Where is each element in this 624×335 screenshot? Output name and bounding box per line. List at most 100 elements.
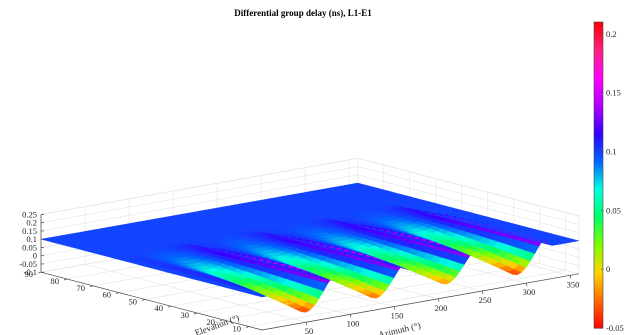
colorbar-segment	[594, 269, 603, 273]
colorbar-segment	[594, 50, 603, 54]
colorbar-segment	[594, 32, 603, 36]
colorbar-segment	[594, 325, 603, 329]
z-tick-label: 0.15	[22, 226, 37, 236]
colorbar-segment	[594, 118, 603, 123]
surface-layer	[40, 182, 579, 313]
colorbar-segment	[594, 42, 603, 46]
colorbar-segment	[594, 215, 603, 219]
colorbar-segment	[594, 192, 603, 196]
colorbar-segment	[594, 190, 603, 194]
colorbar-segment	[594, 108, 603, 112]
colorbar-segment	[594, 203, 603, 207]
z-tick-label: -0.05	[19, 259, 37, 269]
colorbar-segment	[594, 236, 603, 240]
elevation-tick-label: 90	[25, 269, 34, 279]
colorbar-segment	[594, 73, 603, 77]
colorbar-segment	[594, 302, 603, 306]
colorbar-segment	[594, 205, 603, 209]
colorbar-segment	[594, 277, 603, 281]
z-tick-label: 0.1	[26, 234, 37, 244]
elevation-tick-mark	[89, 285, 94, 288]
colorbar-segment	[594, 126, 603, 130]
colorbar-segment	[594, 90, 603, 94]
colorbar-frame	[593, 21, 604, 329]
colorbar-segment	[594, 24, 603, 28]
elevation-tick-mark	[141, 299, 146, 301]
colorbar-segment	[594, 55, 603, 59]
colorbar-segment	[594, 106, 603, 110]
colorbar-segment	[594, 195, 603, 199]
colorbar-segment	[594, 83, 603, 87]
elevation-axis-line	[40, 271, 263, 331]
colorbar-segment	[594, 159, 603, 163]
colorbar-segment	[594, 149, 603, 153]
colorbar-segment	[594, 57, 603, 61]
colorbar-segment	[594, 297, 603, 301]
colorbar-segment	[594, 22, 603, 26]
azimuth-tick-label: 300	[523, 287, 536, 297]
colorbar-segment	[594, 164, 603, 168]
elevation-tick-label: 10	[233, 324, 242, 334]
colorbar-segment	[594, 208, 603, 212]
colorbar-segment	[594, 233, 603, 237]
colorbar-segment	[594, 67, 603, 72]
colorbar-segment	[594, 134, 603, 138]
azimuth-tick-mark	[393, 306, 396, 310]
colorbar-segment	[594, 187, 603, 191]
colorbar-tick-label: -0.05	[606, 323, 624, 333]
azimuth-tick-mark	[349, 314, 352, 318]
colorbar-segment	[594, 241, 603, 245]
colorbar-tick-label: 0.05	[606, 205, 621, 215]
colorbar-segment	[594, 78, 603, 82]
colorbar-segment	[594, 93, 603, 97]
colorbar-segment	[594, 284, 603, 288]
surface-patch	[566, 238, 579, 242]
colorbar-segment	[594, 238, 603, 242]
colorbar-segment	[594, 218, 603, 222]
elevation-tick-mark	[193, 312, 198, 315]
colorbar-segment	[594, 264, 603, 268]
colorbar-segment	[594, 228, 603, 232]
colorbar-segment	[594, 116, 603, 120]
colorbar-segment	[594, 294, 603, 298]
colorbar-segment	[594, 144, 603, 148]
colorbar-segment	[594, 226, 603, 230]
azimuth-tick-label: 100	[347, 318, 360, 328]
azimuth-tick-label: 250	[479, 295, 492, 305]
azimuth-tick-mark	[305, 322, 308, 326]
colorbar-segment	[594, 47, 603, 51]
colorbar-segment	[594, 312, 603, 316]
colorbar-segment	[594, 129, 603, 133]
colorbar-segment	[594, 320, 603, 324]
elevation-tick-mark	[219, 319, 224, 322]
colorbar-segment	[594, 44, 603, 49]
elevation-tick-label: 30	[181, 310, 190, 320]
colorbar-segment	[594, 274, 603, 278]
colorbar-segment	[594, 146, 603, 151]
colorbar-segment	[594, 169, 603, 174]
colorbar-tick-label: 0.15	[606, 88, 621, 98]
colorbar-segment	[594, 124, 603, 128]
colorbar-segment	[594, 62, 603, 66]
colorbar-segment	[594, 317, 603, 321]
colorbar-segment	[594, 157, 603, 161]
elevation-tick-mark	[37, 271, 42, 274]
colorbar-segment	[594, 220, 603, 225]
colorbar-segment	[594, 121, 603, 125]
colorbar-segment	[594, 299, 603, 304]
colorbar-segment	[594, 310, 603, 314]
z-tick-label: -0.1	[24, 267, 37, 277]
colorbar-segment	[594, 88, 603, 92]
azimuth-tick-label: 150	[391, 311, 404, 321]
colorbar-segment	[594, 131, 603, 135]
elevation-tick-label: 60	[103, 290, 112, 300]
colorbar-segment	[594, 111, 603, 115]
elevation-tick-mark	[115, 292, 120, 294]
colorbar-segment	[594, 70, 603, 74]
chart-title: Differential group delay (ns), L1-E1	[234, 8, 372, 18]
z-tick-label: 0.05	[22, 242, 37, 252]
colorbar-segment	[594, 292, 603, 296]
azimuth-tick-mark	[481, 290, 484, 295]
